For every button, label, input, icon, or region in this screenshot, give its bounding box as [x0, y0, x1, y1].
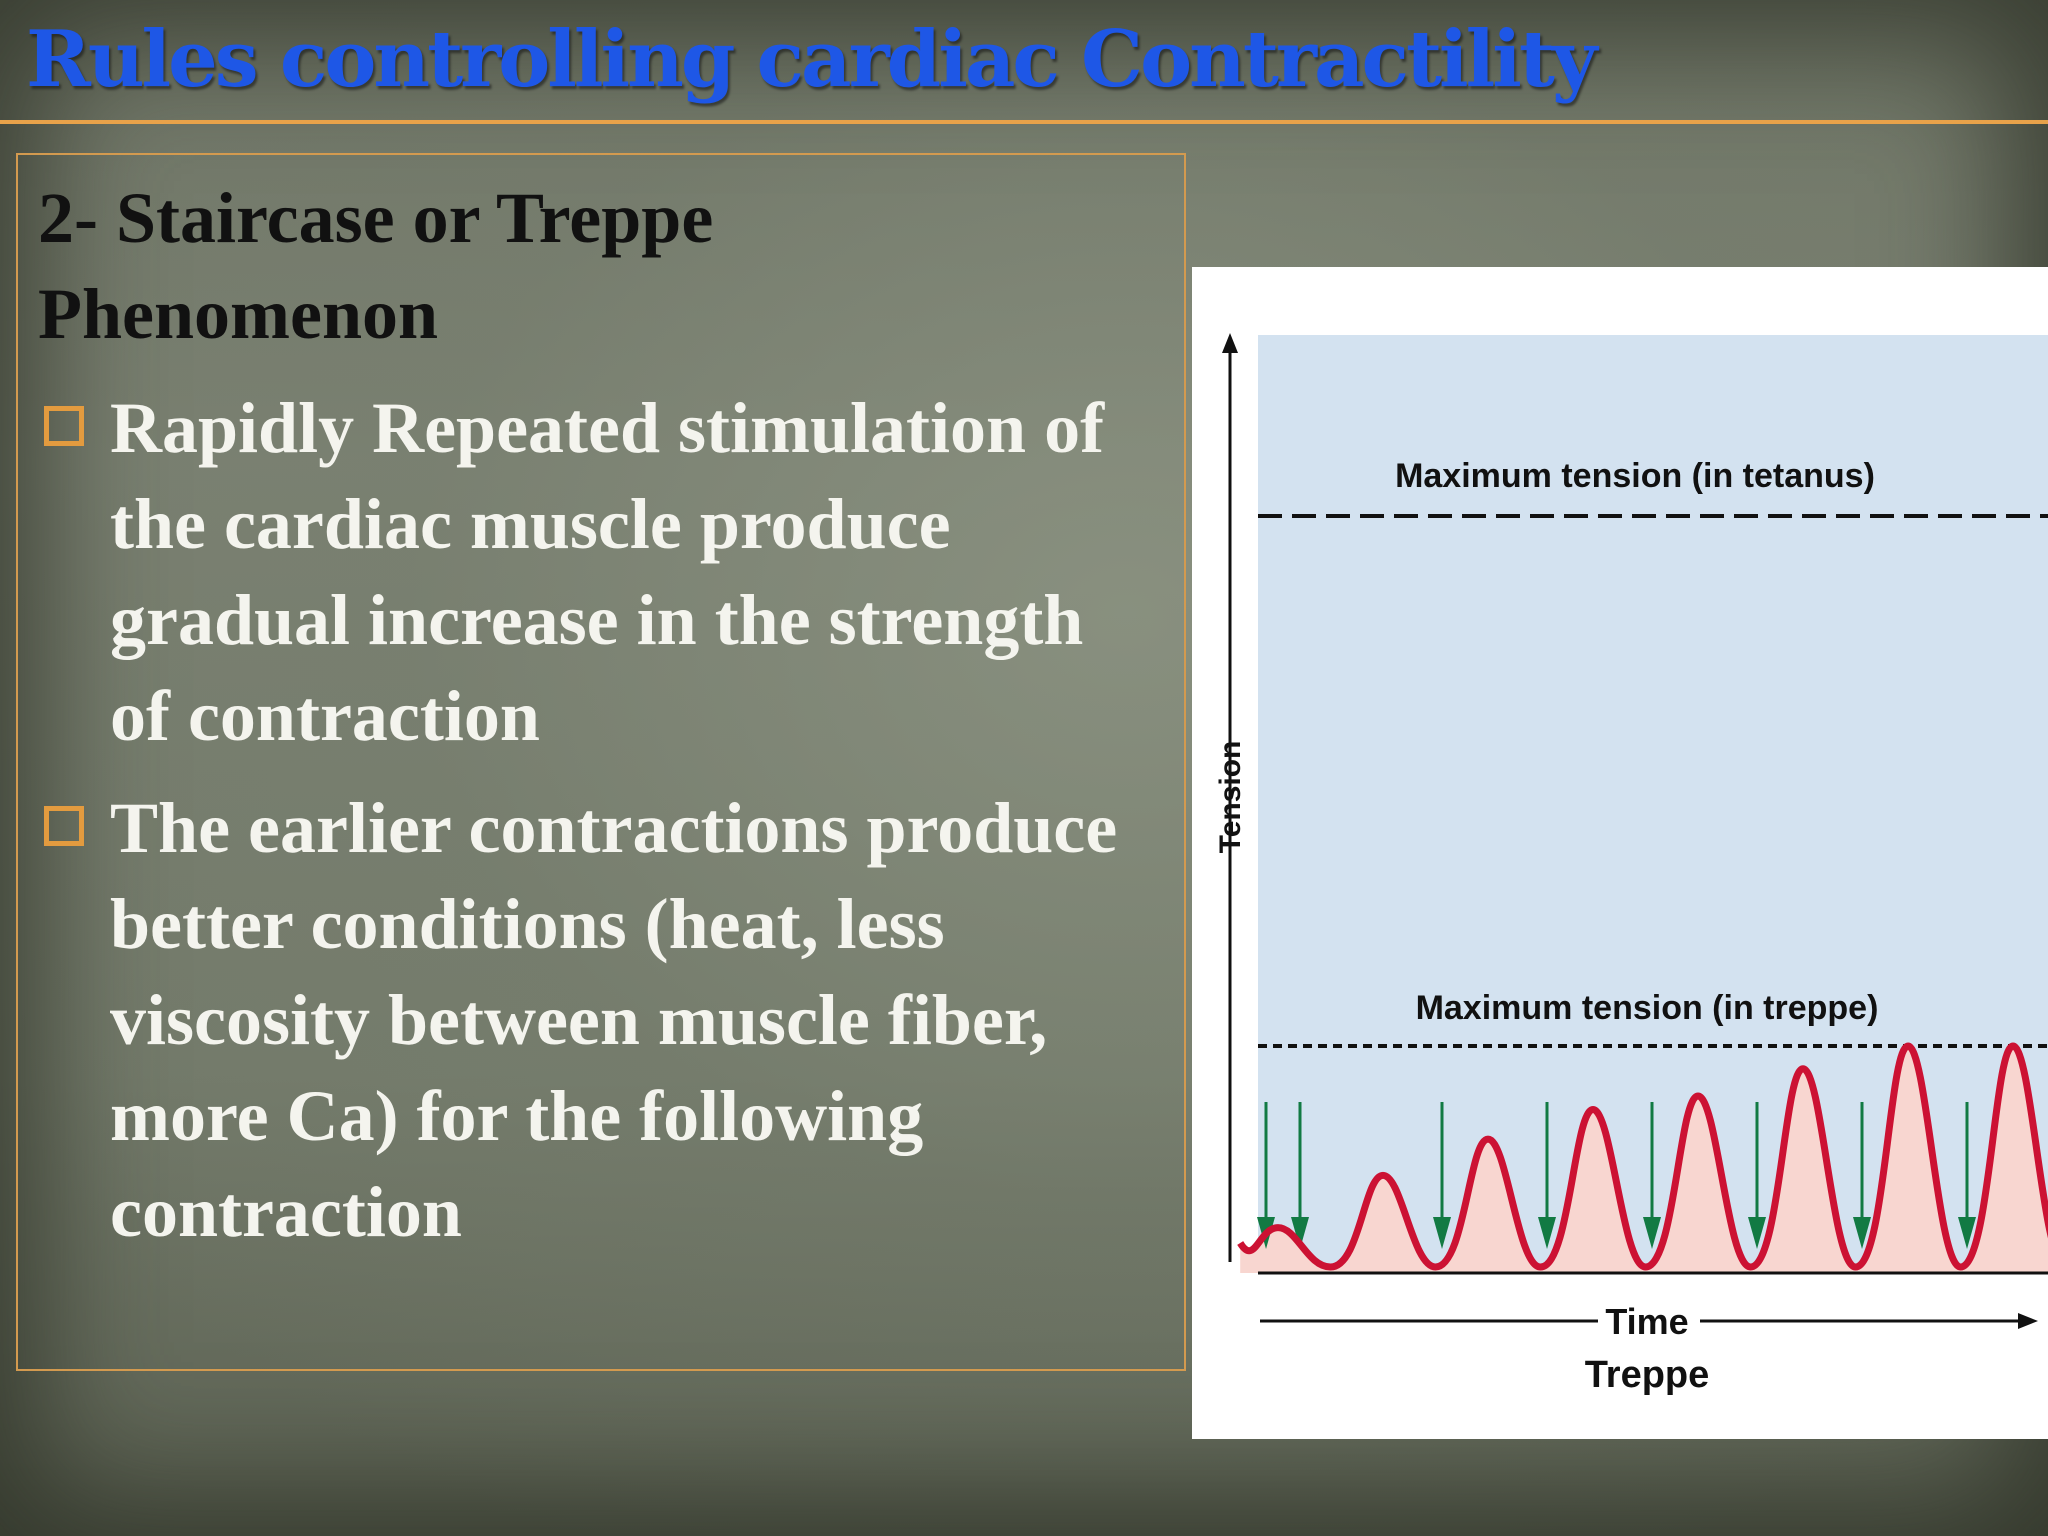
stimulus-arrow-icon	[1538, 1217, 1556, 1249]
treppe-chart: Tension Maximum tension (in tetanus) Max…	[1214, 333, 2048, 1396]
tetanus-max-label: Maximum tension (in tetanus)	[1395, 457, 1875, 495]
stimulus-arrow-icon	[1643, 1217, 1661, 1249]
content-box	[16, 153, 1186, 1371]
stimulus-arrow-icon	[1748, 1217, 1766, 1249]
stimulus-arrow-icon	[1433, 1217, 1451, 1249]
treppe-max-label: Maximum tension (in treppe)	[1416, 989, 1879, 1027]
slide-subtitle: 2- Staircase or Treppe Phenomenon	[38, 178, 714, 354]
stimulus-arrow-icon	[1853, 1217, 1871, 1249]
twitch-curve	[1237, 1042, 2048, 1271]
bullet-square-icon	[44, 806, 84, 846]
figure-caption: Treppe	[1585, 1354, 1710, 1396]
bullet-item: Rapidly Repeated stimulation of the card…	[44, 380, 1160, 764]
y-axis-label: Tension	[1214, 741, 1247, 854]
title-underline	[0, 120, 2048, 124]
bullet-square-icon	[44, 406, 84, 446]
y-axis-arrow-icon	[1222, 333, 1238, 353]
bullet-text: The earlier contractions produce better …	[110, 788, 1118, 1252]
treppe-figure: Tension Maximum tension (in tetanus) Max…	[1192, 267, 2048, 1439]
stimulus-arrows	[1257, 1102, 1976, 1249]
stimulus-arrow-icon	[1958, 1217, 1976, 1249]
bullet-item: The earlier contractions produce better …	[44, 780, 1160, 1260]
stimulus-arrow-icon	[1291, 1217, 1309, 1249]
slide-title: Rules controlling cardiac Contractility	[26, 14, 1597, 105]
x-axis-arrow-icon	[2018, 1313, 2038, 1329]
bullet-text: Rapidly Repeated stimulation of the card…	[110, 388, 1105, 756]
x-axis-label: Time	[1605, 1301, 1688, 1342]
